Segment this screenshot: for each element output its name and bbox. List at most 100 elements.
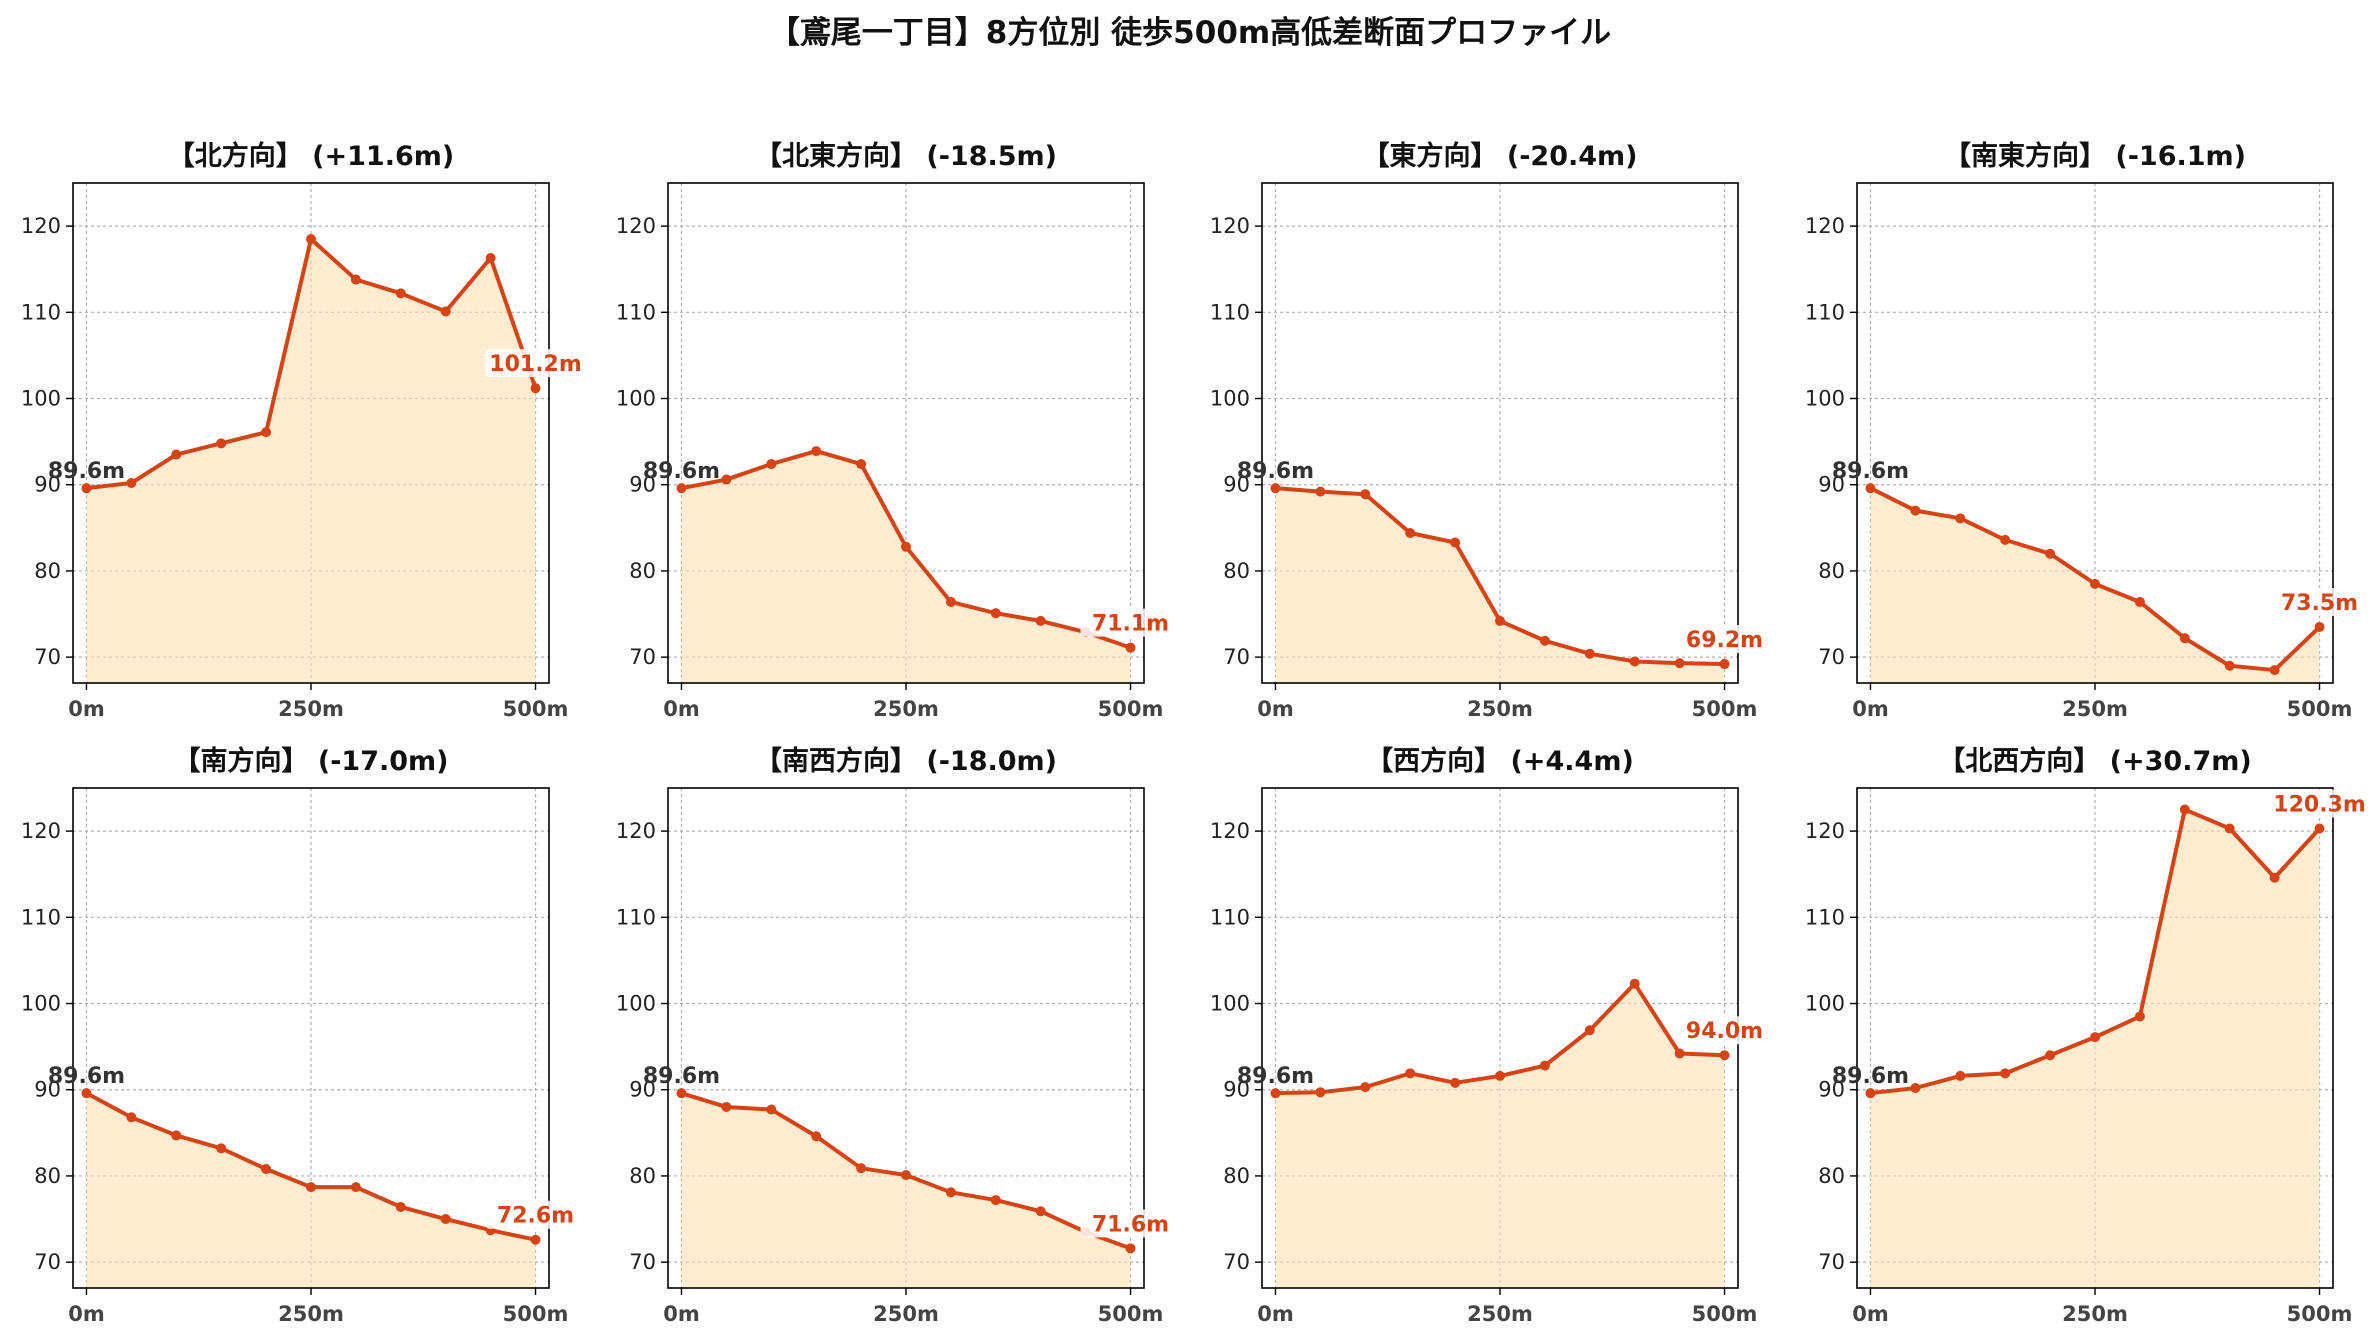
x-tick-label: 500m	[503, 697, 569, 721]
data-point	[1584, 648, 1595, 659]
x-tick-label: 0m	[1852, 697, 1889, 721]
data-point	[1495, 1070, 1505, 1081]
subplot-panel: 【南西方向】 (-18.0m) 70 80 90 100 110 120 0m 250m 500m…	[616, 745, 1181, 1326]
y-tick-label: 80	[1223, 1164, 1250, 1188]
data-point	[530, 1234, 541, 1245]
subplot-panel: 【西方向】 (+4.4m) 70 80 90 100 110 120 0m 250m 500m 89…	[1210, 745, 1775, 1326]
y-tick-label: 120	[21, 214, 61, 238]
x-tick-label: 500m	[2287, 1302, 2353, 1326]
y-tick-label: 80	[629, 559, 656, 583]
data-point	[901, 1170, 911, 1181]
subplot-panel: 【北東方向】 (-18.5m) 70 80 90 100 110 120 0m 250m 500m…	[616, 140, 1181, 721]
data-point	[1674, 658, 1685, 669]
data-point	[1539, 635, 1550, 646]
data-point	[261, 427, 272, 438]
end-label-background	[485, 349, 586, 378]
data-point	[2090, 578, 2100, 589]
data-point	[171, 449, 182, 460]
data-point	[81, 1088, 92, 1099]
data-point	[2224, 660, 2235, 671]
data-point	[395, 288, 406, 299]
data-point	[1315, 1087, 1326, 1098]
start-elevation-label: 89.6m	[48, 459, 125, 484]
y-tick-label: 110	[1210, 905, 1250, 929]
data-point	[1315, 486, 1326, 497]
y-tick-label: 120	[1805, 214, 1845, 238]
data-point	[1539, 1060, 1550, 1071]
x-tick-label: 250m	[278, 1302, 344, 1326]
y-tick-label: 100	[21, 387, 61, 411]
start-elevation-label: 89.6m	[643, 459, 720, 484]
data-point	[721, 1101, 732, 1112]
end-elevation-label: 101.2m	[489, 352, 582, 377]
y-tick-label: 80	[1818, 1164, 1845, 1188]
end-elevation-label: 120.3m	[2273, 793, 2366, 818]
data-point	[350, 1182, 361, 1193]
data-point	[1629, 978, 1640, 989]
data-point	[1955, 1070, 1966, 1081]
data-point	[1955, 513, 1966, 524]
y-tick-label: 100	[616, 387, 656, 411]
data-point	[440, 1214, 451, 1225]
data-point	[856, 1163, 867, 1174]
y-tick-label: 70	[629, 1250, 656, 1274]
subplot-panel: 【南東方向】 (-16.1m) 70 80 90 100 110 120 0m 250m 500m…	[1805, 140, 2370, 721]
y-tick-label: 90	[34, 473, 61, 497]
figure-title: 【鳶尾一丁目】8方位別 徒歩500m高低差断面プロファイル	[769, 15, 1611, 51]
data-point	[216, 1143, 227, 1154]
start-elevation-label: 89.6m	[1237, 459, 1314, 484]
start-elevation-label: 89.6m	[1237, 1064, 1314, 1089]
subplot-title: 【南西方向】 (-18.0m)	[755, 745, 1057, 777]
y-tick-label: 110	[21, 300, 61, 324]
y-tick-label: 80	[629, 1164, 656, 1188]
start-elevation-label: 89.6m	[1832, 1064, 1909, 1089]
x-tick-label: 500m	[1098, 697, 1164, 721]
data-point	[2090, 1032, 2100, 1043]
x-tick-label: 500m	[1692, 1302, 1758, 1326]
y-tick-label: 80	[34, 1164, 61, 1188]
data-point	[2314, 621, 2325, 632]
data-point	[2314, 823, 2325, 834]
y-tick-label: 100	[1805, 992, 1845, 1016]
x-tick-label: 250m	[873, 697, 939, 721]
y-tick-label: 70	[1818, 1250, 1845, 1274]
y-tick-label: 110	[616, 300, 656, 324]
data-point	[2179, 633, 2190, 644]
y-tick-label: 80	[1818, 559, 1845, 583]
data-point	[2269, 665, 2280, 676]
data-point	[1270, 483, 1281, 494]
data-point	[2134, 1011, 2145, 1022]
subplot-title: 【南東方向】 (-16.1m)	[1944, 140, 2246, 172]
elevation-area	[1870, 809, 2320, 1288]
x-tick-label: 0m	[68, 697, 105, 721]
end-elevation-label: 73.5m	[2281, 591, 2358, 616]
subplot-title: 【北西方向】 (+30.7m)	[1938, 745, 2251, 777]
data-point	[2179, 804, 2190, 815]
x-tick-label: 250m	[1467, 1302, 1533, 1326]
data-point	[216, 438, 227, 449]
x-tick-label: 0m	[663, 697, 700, 721]
x-tick-label: 0m	[1257, 1302, 1294, 1326]
data-point	[901, 541, 911, 552]
data-point	[1910, 1083, 1921, 1093]
data-point	[1360, 1082, 1371, 1093]
y-tick-label: 120	[616, 819, 656, 843]
subplot-panel: 【北西方向】 (+30.7m) 70 80 90 100 110 120 0m 250m 500m…	[1805, 745, 2370, 1326]
y-tick-label: 70	[34, 1250, 61, 1274]
subplot-title: 【北東方向】 (-18.5m)	[755, 140, 1057, 172]
data-point	[1719, 659, 1730, 670]
end-elevation-label: 71.1m	[1092, 612, 1169, 637]
end-label-background	[1674, 1016, 1775, 1045]
end-elevation-label: 72.6m	[497, 1204, 574, 1229]
data-point	[811, 1131, 822, 1142]
subplot-title: 【西方向】 (+4.4m)	[1366, 745, 1634, 777]
subplot-panel: 【東方向】 (-20.4m) 70 80 90 100 110 120 0m 250m 500m 8…	[1210, 140, 1775, 721]
x-tick-label: 500m	[503, 1302, 569, 1326]
x-tick-label: 250m	[278, 697, 344, 721]
y-tick-label: 90	[629, 1078, 656, 1102]
data-point	[676, 483, 687, 494]
data-point	[2269, 872, 2280, 883]
data-point	[945, 596, 956, 607]
end-label-background	[1080, 1209, 1181, 1238]
